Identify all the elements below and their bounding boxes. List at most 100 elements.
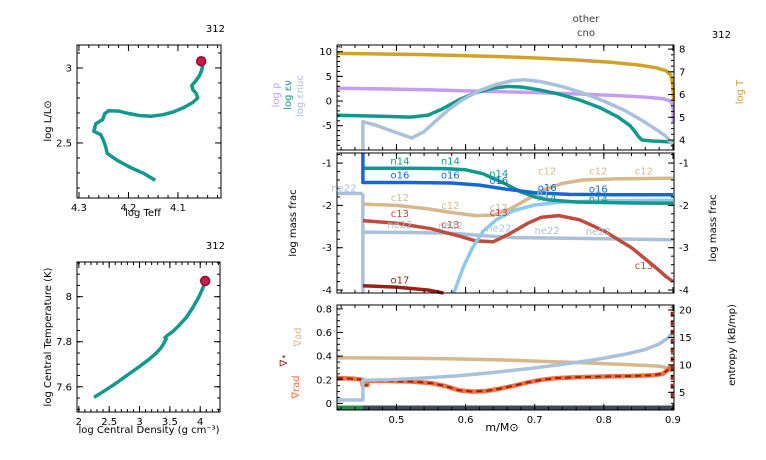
isotope-label: c12	[441, 201, 459, 212]
x-tick-label: 0.5	[388, 415, 404, 426]
isotope-label: n14	[441, 156, 460, 167]
n14-line	[362, 166, 674, 206]
isotope-label: c13	[490, 208, 508, 219]
isotope-label: c12	[391, 193, 409, 204]
y-tick-label: 0.4	[316, 352, 332, 363]
current-model-marker	[195, 55, 207, 67]
burn-title-cno: cno	[577, 28, 595, 39]
y-right-tick-label: 5	[679, 113, 685, 124]
isotope-label: o16	[589, 185, 608, 196]
trho-panel-frame	[76, 261, 221, 413]
isotope-label: c12	[589, 166, 607, 177]
y-tick-label: -2	[322, 201, 332, 212]
isotope-label: n14	[589, 194, 608, 205]
y-tick-label: 0.8	[316, 304, 332, 315]
abundance-panel-frame	[336, 152, 675, 294]
current-model-marker	[199, 275, 211, 287]
model-number-trho: 312	[205, 241, 225, 252]
grad-rad-label: ∇rad	[291, 375, 302, 399]
isotope-label: ne22	[331, 183, 356, 194]
isotope-label: ne22	[586, 227, 611, 238]
model-number-hr: 312	[205, 24, 225, 35]
trho-y-axis-label: log Central Temperature (K)	[43, 267, 54, 407]
isotope-label: o16	[441, 170, 460, 181]
o16-line	[361, 153, 673, 197]
log-T-curve	[336, 51, 676, 102]
y-right-tick-label: -3	[679, 243, 689, 254]
log-rho-curve	[336, 86, 676, 123]
profile-x-axis-label: m/M⊙	[485, 421, 519, 434]
x-tick-label: 0.6	[458, 415, 474, 426]
x-tick-label: 4.1	[170, 203, 186, 214]
y-right-tick-label: 7	[679, 67, 685, 78]
y-tick-label: 5	[326, 72, 332, 83]
y-right-tick-label: 6	[679, 90, 685, 101]
isotope-label: h1	[537, 189, 550, 200]
y-tick-label: 0.6	[316, 328, 332, 339]
isotope-label: o16	[489, 176, 508, 187]
x-tick-label: 4	[197, 417, 203, 428]
central-trho-track	[93, 280, 207, 399]
y-tick-label: 7.6	[56, 382, 72, 393]
isotope-label: c12	[635, 166, 653, 177]
c13-line	[362, 213, 675, 284]
y-right-tick-label: 5	[679, 388, 685, 399]
burn-title-other: other	[572, 14, 600, 25]
x-tick-label: 3.5	[162, 417, 178, 428]
isotope-label: o17	[390, 276, 409, 287]
y-right-tick-label: -4	[679, 286, 689, 297]
isotope-label: ne22	[486, 224, 511, 235]
y-right-tick-label: -2	[679, 201, 689, 212]
log-eps-nuc-label: log εnuc	[295, 75, 306, 118]
isotope-label: n14	[390, 156, 409, 167]
isotope-label: n14	[538, 193, 557, 204]
y-tick-label: 10	[319, 47, 332, 58]
isotope-label: c12	[538, 166, 556, 177]
isotope-label: c12	[490, 203, 508, 214]
y-tick-label: 0	[326, 97, 332, 108]
isotope-label: o16	[538, 183, 557, 194]
x-tick-label: 2.5	[101, 417, 117, 428]
x-tick-label: 4.3	[71, 203, 87, 214]
x-tick-label: 2	[76, 417, 82, 428]
power-panel-frame	[336, 44, 675, 151]
y-right-tick-label: 4	[679, 136, 685, 147]
entropy-curve	[337, 331, 674, 402]
y-tick-label: -4	[322, 286, 332, 297]
isotope-label: n14	[489, 169, 508, 180]
ne22-line	[362, 230, 674, 242]
y-tick-label: -3	[322, 243, 332, 254]
y-tick-label: 0.2	[316, 375, 332, 386]
y-right-tick-label: 15	[679, 333, 692, 344]
y-tick-label: -1	[322, 159, 332, 170]
isotope-label: o16	[390, 170, 409, 181]
hr-y-axis-label: log L/L⊙	[43, 100, 54, 142]
x-tick-label: 4.2	[121, 203, 137, 214]
y-tick-label: 8	[66, 292, 72, 303]
isotope-label: c13	[391, 209, 409, 220]
y-right-tick-label: 8	[679, 45, 685, 56]
entropy-axis-label: entropy (kB/mp)	[727, 304, 738, 386]
isotope-label: ne22	[387, 220, 412, 231]
y-tick-label: 0	[326, 399, 332, 410]
y-right-tick-label: -1	[679, 159, 689, 170]
y-right-tick-label: 20	[679, 305, 692, 316]
y-tick-label: 3	[66, 63, 72, 74]
y-tick-label: 7.8	[56, 337, 72, 348]
hr-track	[92, 60, 205, 182]
log-eps-nu-curve	[336, 84, 674, 144]
gradient-panel-frame	[336, 304, 675, 411]
massfrac-left-axis-label: log mass frac	[288, 189, 299, 257]
y-right-tick-label: 10	[679, 360, 692, 371]
x-tick-label: 0.8	[596, 415, 612, 426]
x-tick-label: 0.9	[665, 415, 681, 426]
grad-ad-curve	[336, 356, 673, 370]
log-eps-nuc-curve	[361, 78, 675, 150]
x-tick-label: 3	[136, 417, 142, 428]
isotope-label: c13	[441, 220, 459, 231]
isotope-label: ne22	[535, 226, 560, 237]
x-tick-label: 0.7	[527, 415, 543, 426]
grad-ad-label: ∇ad	[293, 327, 304, 347]
